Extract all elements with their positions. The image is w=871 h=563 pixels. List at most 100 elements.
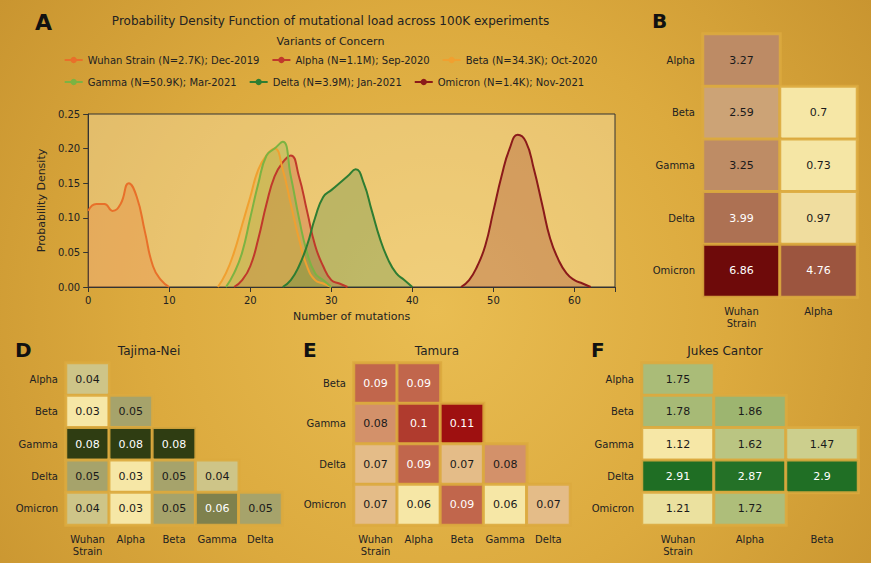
svg-text:3.27: 3.27: [729, 54, 754, 67]
svg-text:Gamma: Gamma: [19, 439, 59, 450]
svg-text:Delta: Delta: [535, 534, 562, 545]
svg-text:Beta: Beta: [35, 406, 58, 417]
svg-text:0.05: 0.05: [162, 502, 187, 515]
svg-text:D: D: [15, 338, 32, 362]
svg-text:Gamma: Gamma: [307, 418, 347, 429]
svg-text:Omicron (N=1.4K); Nov-2021: Omicron (N=1.4K); Nov-2021: [438, 77, 584, 88]
svg-text:60: 60: [568, 295, 581, 306]
svg-text:30: 30: [325, 295, 338, 306]
svg-text:1.72: 1.72: [738, 502, 763, 515]
svg-text:0.03: 0.03: [119, 470, 144, 483]
svg-text:Delta: Delta: [247, 534, 274, 545]
svg-text:0.07: 0.07: [536, 498, 561, 511]
svg-text:Probability Density Function o: Probability Density Function of mutation…: [112, 14, 549, 28]
svg-text:1.75: 1.75: [666, 373, 691, 386]
svg-text:0.05: 0.05: [248, 502, 273, 515]
svg-text:Beta: Beta: [810, 534, 833, 545]
svg-text:Alpha: Alpha: [667, 55, 695, 66]
svg-text:0.08: 0.08: [75, 438, 100, 451]
svg-text:2.59: 2.59: [729, 106, 754, 119]
svg-text:0.07: 0.07: [450, 458, 475, 471]
svg-text:0.05: 0.05: [75, 470, 100, 483]
svg-text:0: 0: [85, 295, 91, 306]
svg-text:0.03: 0.03: [75, 405, 100, 418]
svg-text:10: 10: [163, 295, 176, 306]
svg-text:0.00: 0.00: [58, 282, 80, 293]
svg-text:Alpha: Alpha: [117, 534, 145, 545]
svg-text:0.06: 0.06: [407, 498, 432, 511]
svg-text:0.1: 0.1: [410, 417, 428, 430]
svg-text:Tamura: Tamura: [414, 344, 459, 358]
svg-text:0.04: 0.04: [75, 373, 100, 386]
svg-text:4.76: 4.76: [806, 264, 831, 277]
svg-text:Alpha: Alpha: [30, 374, 58, 385]
svg-text:0.05: 0.05: [119, 405, 144, 418]
svg-text:40: 40: [406, 295, 419, 306]
svg-text:Delta (N=3.9M); Jan-2021: Delta (N=3.9M); Jan-2021: [273, 77, 402, 88]
svg-text:Wuhan Strain (N=2.7K); Dec-201: Wuhan Strain (N=2.7K); Dec-2019: [88, 55, 260, 66]
svg-text:1.12: 1.12: [666, 438, 691, 451]
svg-text:Number of mutations: Number of mutations: [293, 310, 411, 323]
svg-text:0.04: 0.04: [205, 470, 230, 483]
svg-text:1.21: 1.21: [666, 502, 691, 515]
svg-text:Omicron: Omicron: [653, 265, 695, 276]
svg-text:Gamma: Gamma: [656, 160, 696, 171]
svg-text:Delta: Delta: [668, 213, 695, 224]
svg-text:Omicron: Omicron: [16, 503, 58, 514]
svg-text:Gamma: Gamma: [595, 439, 635, 450]
svg-text:Gamma: Gamma: [485, 534, 525, 545]
svg-text:0.04: 0.04: [75, 502, 100, 515]
svg-text:0.7: 0.7: [810, 106, 828, 119]
svg-text:0.07: 0.07: [363, 458, 388, 471]
svg-text:1.62: 1.62: [738, 438, 763, 451]
svg-text:0.05: 0.05: [162, 470, 187, 483]
svg-text:1.47: 1.47: [810, 438, 835, 451]
svg-text:Jukes Cantor: Jukes Cantor: [686, 344, 763, 358]
svg-text:0.08: 0.08: [162, 438, 187, 451]
svg-text:0.15: 0.15: [58, 178, 80, 189]
svg-text:0.06: 0.06: [493, 498, 518, 511]
svg-text:0.07: 0.07: [363, 498, 388, 511]
svg-text:20: 20: [244, 295, 257, 306]
svg-text:Wuhan: Wuhan: [70, 534, 105, 545]
svg-text:0.03: 0.03: [119, 502, 144, 515]
svg-text:2.9: 2.9: [813, 470, 831, 483]
svg-text:Omicron: Omicron: [304, 499, 346, 510]
svg-text:0.06: 0.06: [205, 502, 230, 515]
svg-text:Wuhan: Wuhan: [358, 534, 393, 545]
svg-text:Alpha: Alpha: [405, 534, 433, 545]
svg-text:Delta: Delta: [319, 459, 346, 470]
svg-text:Tajima-Nei: Tajima-Nei: [117, 344, 180, 358]
svg-text:Wuhan: Wuhan: [661, 534, 696, 545]
svg-text:Strain: Strain: [663, 546, 693, 557]
svg-text:0.05: 0.05: [58, 247, 80, 258]
svg-text:0.09: 0.09: [407, 458, 432, 471]
svg-text:Strain: Strain: [727, 318, 757, 329]
svg-text:A: A: [35, 10, 52, 35]
svg-text:1.86: 1.86: [738, 405, 763, 418]
svg-text:Beta: Beta: [611, 406, 634, 417]
svg-text:Strain: Strain: [361, 546, 391, 557]
svg-text:0.97: 0.97: [806, 212, 831, 225]
svg-text:Alpha: Alpha: [606, 374, 634, 385]
svg-text:Omicron: Omicron: [592, 503, 634, 514]
svg-text:Beta: Beta: [672, 107, 695, 118]
svg-text:E: E: [303, 338, 317, 362]
svg-text:2.87: 2.87: [738, 470, 763, 483]
svg-text:B: B: [652, 9, 667, 33]
svg-text:Gamma: Gamma: [197, 534, 237, 545]
svg-text:2.91: 2.91: [666, 470, 691, 483]
svg-text:0.09: 0.09: [363, 377, 388, 390]
svg-text:0.73: 0.73: [806, 159, 831, 172]
svg-text:Delta: Delta: [607, 471, 634, 482]
svg-text:Gamma (N=50.9K); Mar-2021: Gamma (N=50.9K); Mar-2021: [88, 77, 237, 88]
svg-text:Alpha: Alpha: [736, 534, 764, 545]
svg-text:0.10: 0.10: [58, 212, 80, 223]
svg-text:Alpha (N=1.1M); Sep-2020: Alpha (N=1.1M); Sep-2020: [295, 55, 429, 66]
svg-text:0.08: 0.08: [119, 438, 144, 451]
svg-text:Beta (N=34.3K); Oct-2020: Beta (N=34.3K); Oct-2020: [466, 55, 598, 66]
svg-text:0.11: 0.11: [450, 417, 475, 430]
svg-text:6.86: 6.86: [729, 264, 754, 277]
svg-text:0.08: 0.08: [493, 458, 518, 471]
svg-text:3.99: 3.99: [729, 212, 754, 225]
